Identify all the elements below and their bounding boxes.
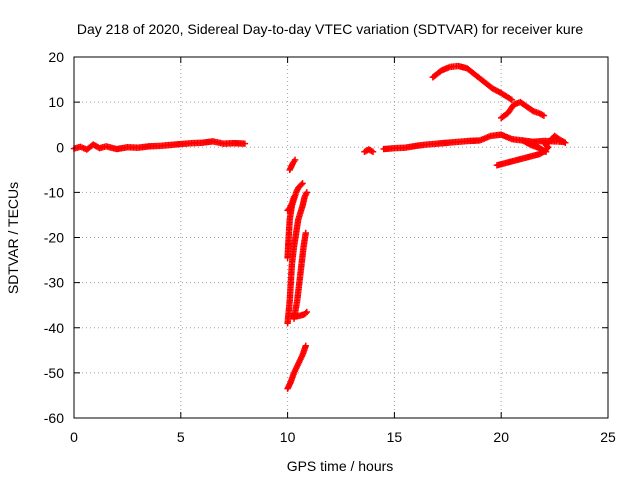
data-point [540, 112, 548, 119]
satellite-arc [361, 146, 377, 155]
y-tick-label: 20 [48, 49, 64, 65]
data-point [369, 148, 377, 155]
x-tick-label: 0 [70, 429, 78, 445]
plot-frame [73, 56, 609, 419]
data-point [302, 342, 309, 349]
data-series [70, 62, 569, 392]
y-tick-label: -40 [44, 320, 64, 336]
data-point [298, 181, 305, 188]
data-point [542, 148, 550, 155]
tick-labels: 0 5 10 15 20 25 -60 -50 -40 -30 -20 -10 0 10 20 [44, 49, 616, 445]
satellite-arc [519, 137, 550, 155]
x-tick-label: 10 [280, 429, 296, 445]
x-tick-label: 25 [600, 429, 616, 445]
satellite-arc [429, 62, 516, 104]
data-point [302, 309, 309, 317]
data-point [299, 180, 306, 187]
y-tick-label: -60 [44, 410, 64, 426]
y-tick-label: -30 [44, 275, 64, 291]
x-tick-label: 15 [387, 429, 403, 445]
data-point [302, 229, 309, 237]
data-point [541, 140, 549, 148]
satellite-arc [544, 132, 569, 146]
satellite-arc [288, 308, 311, 320]
satellite-arc [284, 193, 298, 214]
data-point [562, 139, 569, 146]
satellite-arc [70, 138, 249, 153]
data-point [241, 140, 249, 147]
data-point [290, 193, 298, 201]
data-point [303, 189, 311, 196]
x-tick-label: 20 [493, 429, 509, 445]
x-axis-label: GPS time / hours [287, 458, 394, 474]
data-point [507, 95, 514, 103]
y-axis-label: SDTVAR / TECUs [5, 182, 21, 294]
grid-lines [74, 57, 608, 418]
satellite-arc [286, 156, 299, 174]
satellite-arc [498, 98, 548, 122]
y-tick-label: -10 [44, 184, 64, 200]
satellite-arc [284, 342, 309, 392]
chart-title: Day 218 of 2020, Sidereal Day-to-day VTE… [77, 21, 583, 37]
y-tick-label: -50 [44, 365, 64, 381]
satellite-arc [493, 139, 552, 169]
y-tick-label: -20 [44, 230, 64, 246]
data-point [303, 308, 311, 316]
data-point [291, 156, 299, 164]
y-tick-label: 10 [48, 94, 64, 110]
data-point [508, 96, 516, 104]
y-tick-label: 0 [56, 139, 64, 155]
satellite-arc [290, 229, 309, 322]
x-tick-label: 5 [177, 429, 185, 445]
